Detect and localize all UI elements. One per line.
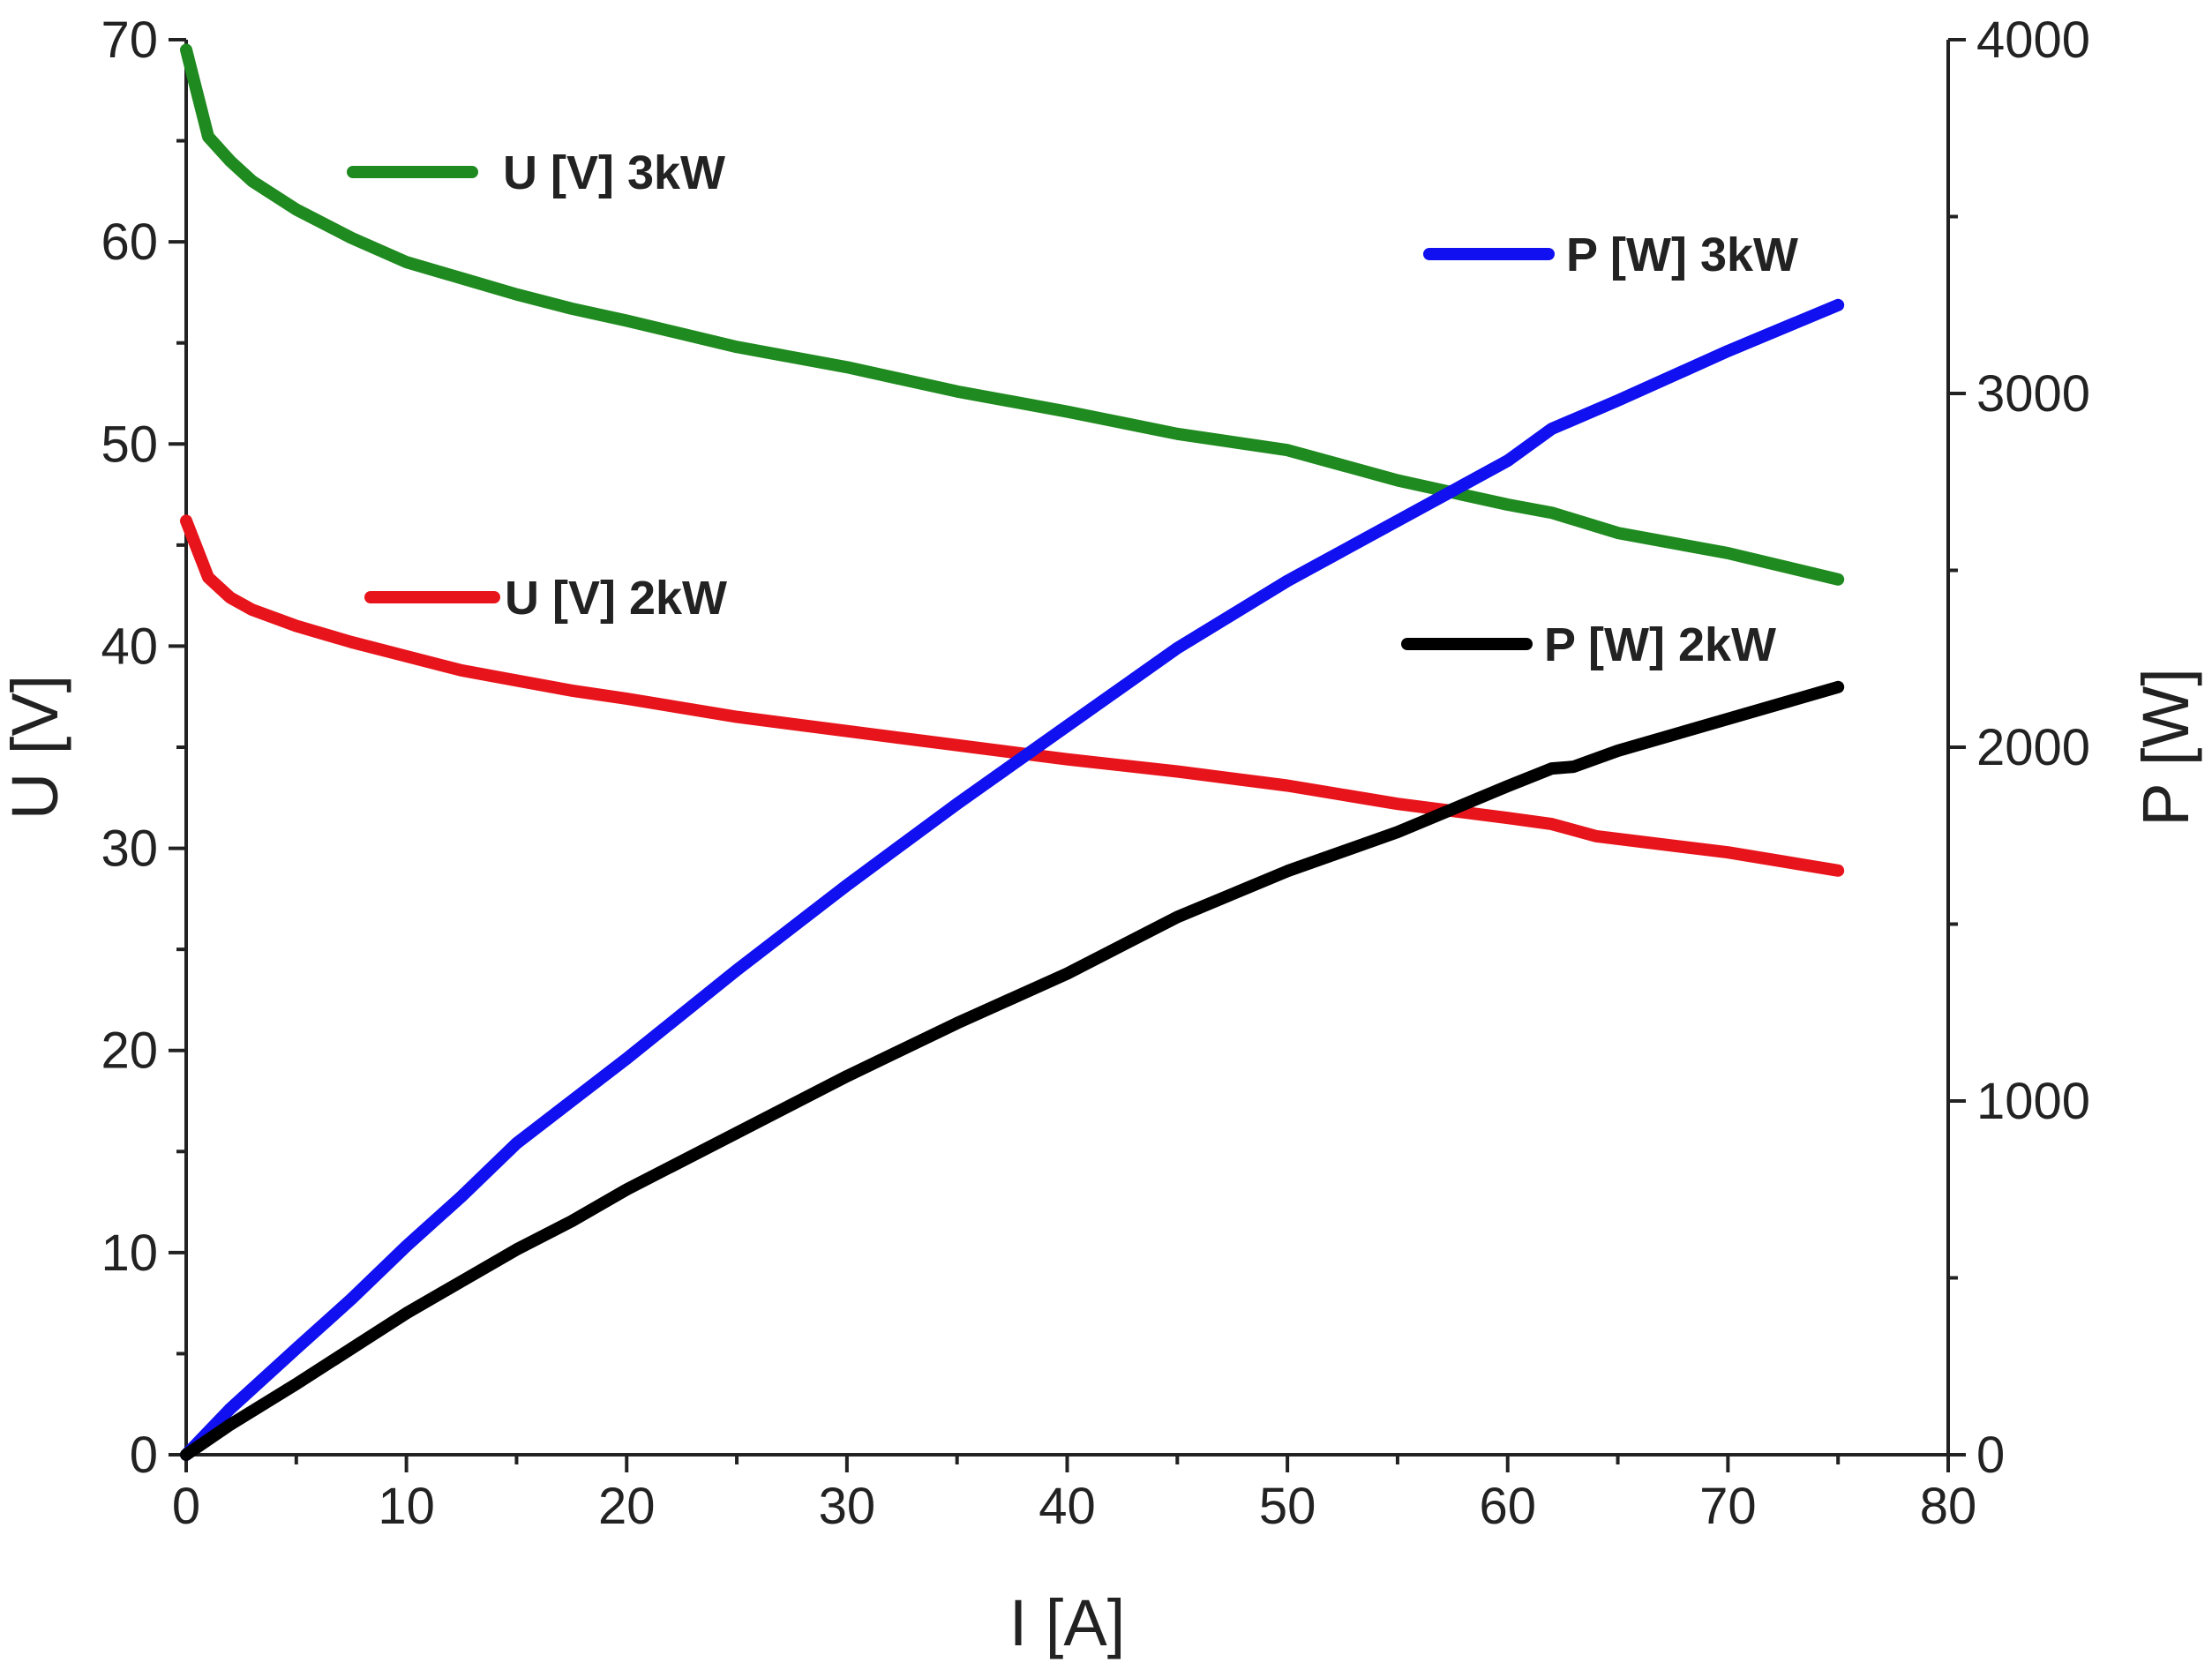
series-line-p-w-3kw xyxy=(180,298,1845,1461)
y2-tick-label: 0 xyxy=(1976,1427,2005,1484)
series-line-u-v-2kw xyxy=(180,514,1845,877)
series-group xyxy=(180,43,1845,1461)
legend: U [V] 3kW U [V] 2kW P [W] 3kW P [W] 2kW xyxy=(347,146,1798,671)
y2-axis-title: P [W] xyxy=(2129,668,2202,827)
series-line-u-v-3kw xyxy=(180,43,1845,586)
x-tick-label: 70 xyxy=(1699,1478,1757,1535)
y2-tick-label: 4000 xyxy=(1976,11,2090,69)
y-tick-label: 40 xyxy=(101,618,158,675)
y-tick-label: 10 xyxy=(101,1224,158,1282)
legend-label-u-v-3kw: U [V] 3kW xyxy=(503,146,725,199)
y2-tick-label: 2000 xyxy=(1976,719,2090,776)
legend-label-u-v-2kw: U [V] 2kW xyxy=(505,572,727,625)
axes: 0 10 20 30 40 50 60 70 8001020304050607001000200… xyxy=(101,11,2090,1535)
x-tick-label: 40 xyxy=(1039,1478,1096,1535)
x-tick-label: 10 xyxy=(378,1478,435,1535)
x-tick-label: 50 xyxy=(1259,1478,1316,1535)
legend-label-p-w-3kw: P [W] 3kW xyxy=(1566,228,1798,281)
y-tick-label: 60 xyxy=(101,213,158,271)
y-tick-label: 20 xyxy=(101,1022,158,1080)
y-axis-title: U [V] xyxy=(0,675,71,820)
y-tick-label: 70 xyxy=(101,11,158,69)
x-tick-label: 80 xyxy=(1920,1478,1977,1535)
x-tick-label: 60 xyxy=(1479,1478,1536,1535)
x-tick-label: 0 xyxy=(172,1478,200,1535)
y2-tick-label: 1000 xyxy=(1976,1073,2090,1130)
y-tick-label: 30 xyxy=(101,820,158,878)
legend-label-p-w-2kw: P [W] 2kW xyxy=(1544,618,1776,671)
y-tick-label: 50 xyxy=(101,416,158,473)
series-line-p-w-2kw xyxy=(180,680,1845,1461)
x-tick-label: 20 xyxy=(598,1478,656,1535)
y-tick-label: 0 xyxy=(130,1427,158,1484)
y2-tick-label: 3000 xyxy=(1976,365,2090,423)
x-axis-title: I [A] xyxy=(1009,1586,1126,1659)
x-tick-label: 30 xyxy=(819,1478,876,1535)
